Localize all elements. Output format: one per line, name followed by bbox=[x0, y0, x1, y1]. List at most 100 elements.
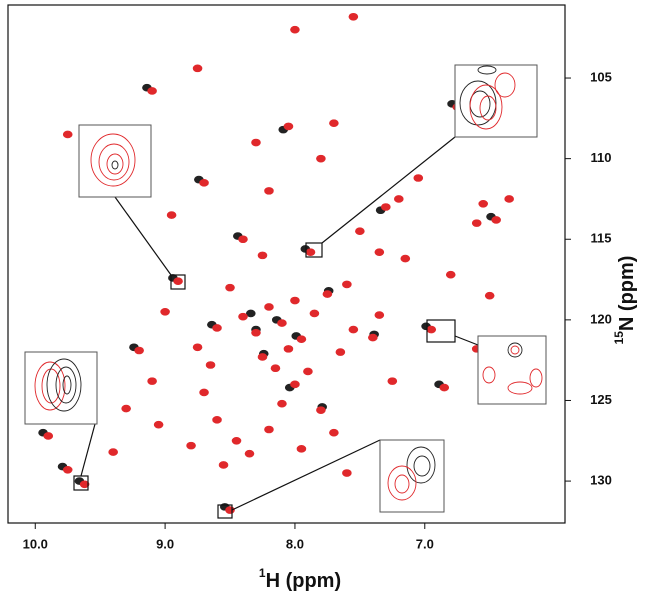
peak bbox=[199, 179, 209, 187]
inset-contours bbox=[482, 342, 543, 395]
peak bbox=[303, 367, 313, 376]
zoom-box bbox=[217, 504, 233, 519]
connector bbox=[231, 439, 381, 511]
connector bbox=[80, 423, 96, 477]
peak bbox=[212, 324, 222, 332]
peak bbox=[79, 480, 90, 489]
peak bbox=[225, 283, 235, 292]
peak bbox=[108, 448, 118, 456]
connector bbox=[114, 196, 172, 276]
zoom-box bbox=[305, 242, 323, 258]
inset-contours bbox=[34, 358, 82, 412]
peak bbox=[218, 461, 229, 469]
peak bbox=[153, 420, 164, 429]
peak bbox=[439, 383, 450, 392]
peak bbox=[121, 404, 131, 413]
y-axis-label: 15N (ppm) bbox=[612, 256, 638, 345]
peak bbox=[257, 251, 268, 260]
y-label-text: N (ppm) bbox=[616, 256, 638, 332]
peak bbox=[160, 308, 170, 316]
peak bbox=[134, 346, 144, 355]
peak bbox=[173, 277, 183, 285]
peak bbox=[245, 309, 256, 318]
peak bbox=[166, 211, 177, 219]
peak bbox=[277, 399, 287, 408]
y-tick-label: 130 bbox=[590, 473, 612, 488]
peak bbox=[374, 248, 385, 256]
peak bbox=[264, 303, 274, 311]
x-tick-label: 8.0 bbox=[286, 536, 304, 551]
y-tick-label: 115 bbox=[591, 231, 612, 246]
peak bbox=[342, 469, 352, 477]
peak bbox=[283, 345, 294, 353]
peak bbox=[309, 309, 320, 318]
peak bbox=[484, 291, 495, 300]
peak bbox=[251, 328, 261, 337]
zoom-box bbox=[73, 475, 89, 491]
zoom-box bbox=[170, 274, 186, 290]
peak bbox=[355, 227, 365, 235]
peak bbox=[212, 416, 222, 424]
peak bbox=[290, 380, 300, 389]
peak bbox=[335, 348, 346, 356]
peak bbox=[329, 428, 339, 437]
peak bbox=[445, 270, 456, 279]
peak bbox=[147, 377, 157, 385]
x-axis-label: 1H (ppm) bbox=[259, 566, 341, 592]
peak bbox=[205, 361, 216, 369]
peaks bbox=[38, 12, 514, 514]
y-tick-label: 125 bbox=[590, 392, 612, 407]
peak bbox=[296, 445, 307, 453]
peak bbox=[478, 199, 489, 208]
y-tick-label: 120 bbox=[590, 311, 612, 326]
peak bbox=[43, 432, 54, 440]
peak bbox=[147, 87, 157, 95]
peak bbox=[62, 465, 73, 474]
peak bbox=[316, 406, 326, 414]
peak bbox=[374, 311, 385, 319]
peak bbox=[199, 388, 209, 397]
y-label-sup: 15 bbox=[612, 331, 626, 345]
peak bbox=[387, 377, 398, 385]
peak bbox=[192, 64, 203, 73]
peak bbox=[491, 216, 501, 224]
peak bbox=[231, 436, 242, 445]
inset bbox=[477, 335, 547, 405]
peak bbox=[277, 319, 287, 327]
axes: 10.0 9.0 8.0 7.0 105 110 115 120 125 130 bbox=[23, 69, 612, 551]
peak bbox=[290, 25, 300, 34]
zoom-insets bbox=[24, 64, 547, 519]
x-label-text: H (ppm) bbox=[266, 570, 342, 592]
x-tick-label: 10.0 bbox=[23, 536, 48, 551]
inset bbox=[379, 439, 445, 513]
peak bbox=[264, 187, 274, 195]
peak bbox=[257, 353, 268, 361]
peak bbox=[296, 335, 307, 344]
x-label-sup: 1 bbox=[259, 566, 266, 580]
peak bbox=[413, 174, 424, 182]
peak bbox=[381, 203, 391, 211]
peak bbox=[316, 154, 326, 163]
peak bbox=[394, 195, 404, 203]
x-tick-label: 7.0 bbox=[416, 536, 434, 551]
peak bbox=[283, 122, 294, 131]
peak bbox=[471, 219, 482, 227]
peak bbox=[504, 195, 514, 203]
inset-contours bbox=[90, 133, 136, 187]
peak bbox=[348, 325, 359, 334]
zoom-box bbox=[426, 319, 456, 343]
peak bbox=[238, 235, 248, 244]
peak bbox=[305, 248, 316, 256]
peak bbox=[329, 119, 339, 127]
inset-contours bbox=[387, 446, 436, 501]
peak bbox=[264, 425, 274, 434]
peak bbox=[244, 449, 255, 458]
inset-contours bbox=[459, 65, 516, 130]
peak bbox=[322, 290, 333, 298]
inset bbox=[24, 351, 98, 425]
peak bbox=[251, 138, 261, 147]
peak bbox=[400, 254, 411, 263]
peak bbox=[368, 333, 378, 342]
peak bbox=[290, 296, 300, 305]
